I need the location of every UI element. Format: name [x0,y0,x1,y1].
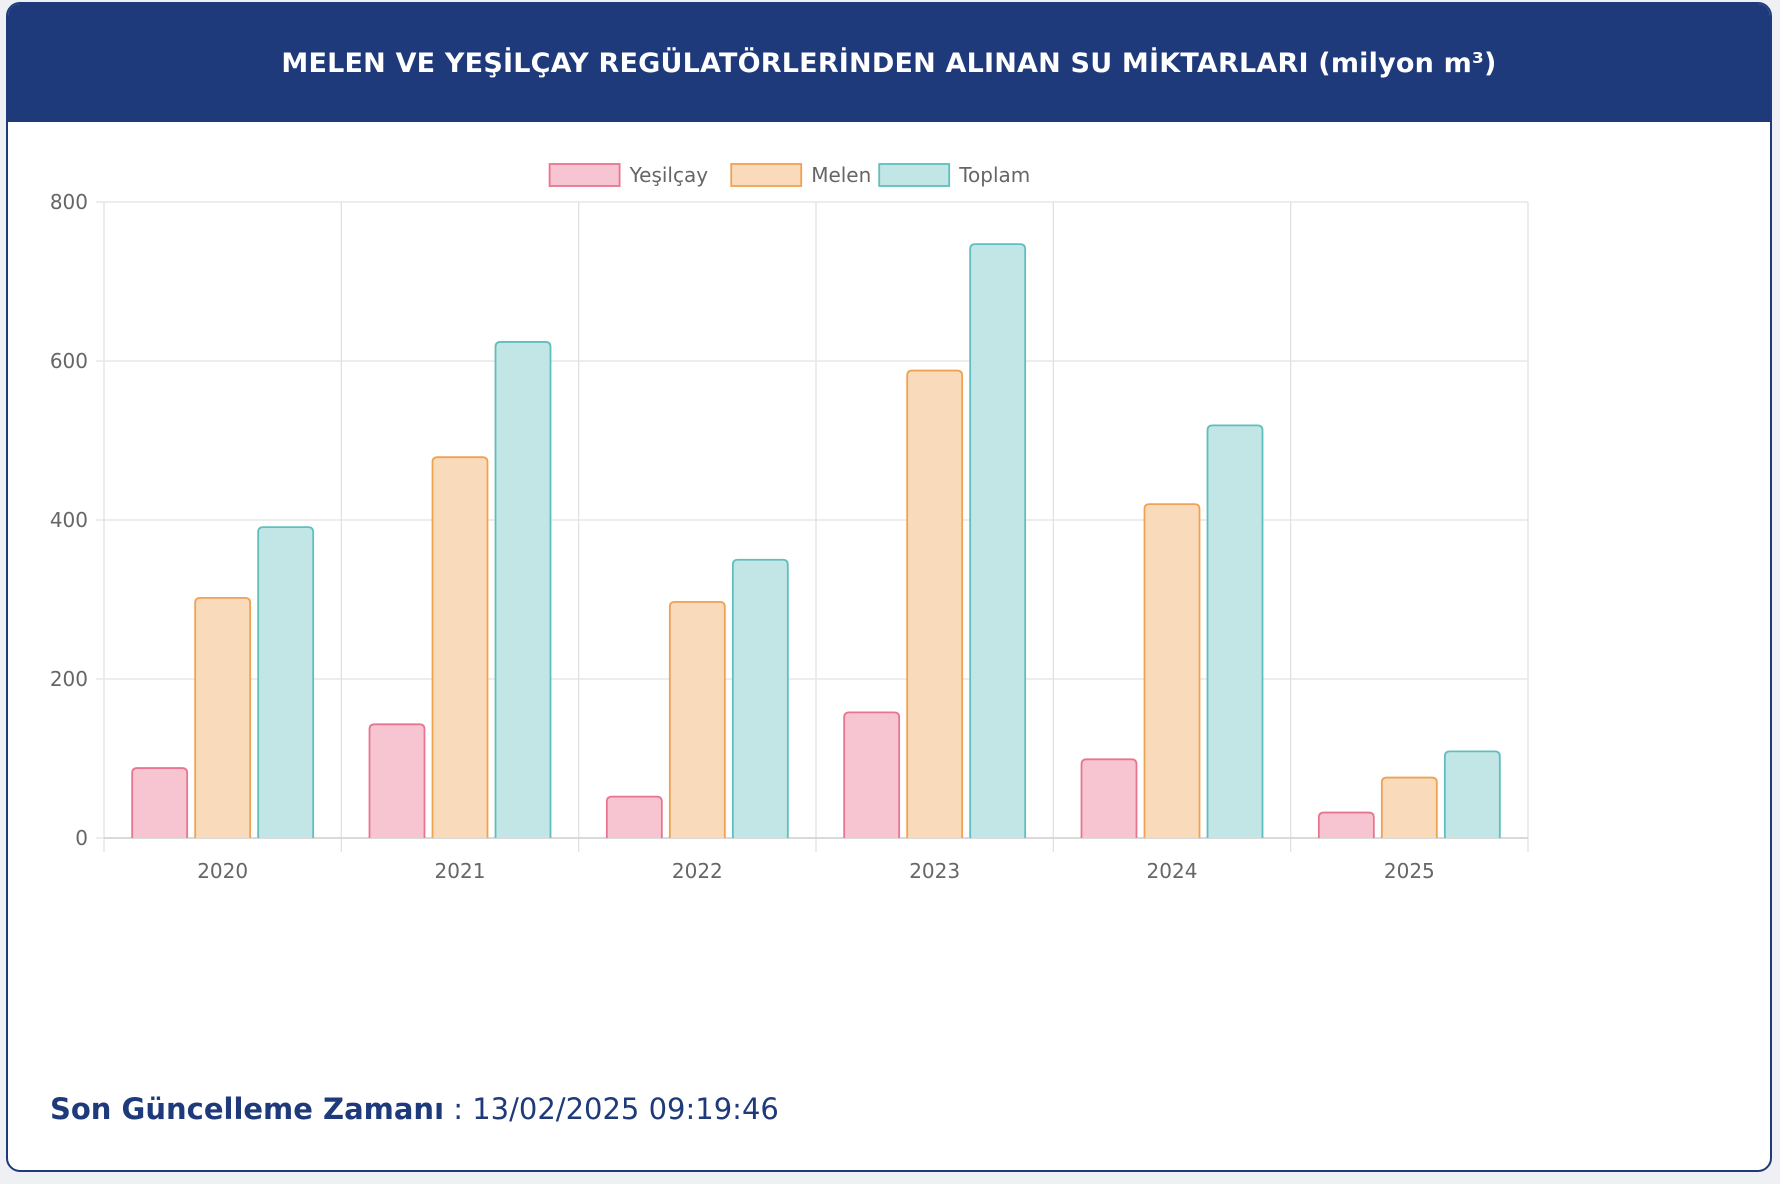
grid-lines [96,201,1529,852]
legend-label[interactable]: Toplam [958,163,1030,187]
bar-ye-il-ay-2020[interactable] [131,767,189,838]
bar-melen-2022[interactable] [668,600,726,838]
bar-ye-il-ay-2023[interactable] [843,711,901,838]
x-tick-label: 2021 [435,859,486,883]
bar-melen-2024[interactable] [1143,503,1201,838]
last-update-label: Son Güncelleme Zamanı [50,1092,445,1126]
bar-toplam-2021[interactable] [494,341,552,838]
bar-toplam-2024[interactable] [1206,424,1264,838]
bar-melen-2020[interactable] [194,597,252,838]
last-update: Son Güncelleme Zamanı : 13/02/2025 09:19… [50,1092,779,1126]
bar-ye-il-ay-2022[interactable] [605,795,663,838]
x-axis: 2020 2021 2022 2023 2024 2025 [197,859,1435,883]
chart-legend: Yeşilçay Melen Toplam [548,163,1030,187]
bar-melen-2025[interactable] [1380,776,1438,838]
bar-melen-2023[interactable] [906,369,964,838]
x-tick-label: 2020 [197,859,248,883]
y-tick-label: 200 [50,667,88,691]
last-update-separator: : [444,1092,473,1126]
x-tick-label: 2023 [909,859,960,883]
bar-toplam-2025[interactable] [1443,750,1501,838]
y-tick-label: 800 [50,190,88,214]
bar-toplam-2020[interactable] [257,526,315,838]
legend-swatch[interactable] [548,163,621,187]
last-update-value: 13/02/2025 09:19:46 [472,1092,779,1126]
y-tick-label: 400 [50,508,88,532]
bar-melen-2021[interactable] [431,456,489,838]
bar-toplam-2022[interactable] [731,558,789,838]
y-tick-label: 600 [50,349,88,373]
bars [131,243,1501,838]
x-tick-label: 2022 [672,859,723,883]
chart-area: Yeşilçay Melen Toplam 0 200 400 600 800 2020 20… [8,122,1770,1052]
chart-title: MELEN VE YEŞİLÇAY REGÜLATÖRLERİNDEN ALIN… [8,4,1770,122]
chart-card: MELEN VE YEŞİLÇAY REGÜLATÖRLERİNDEN ALIN… [6,2,1772,1172]
legend-label[interactable]: Melen [811,163,871,187]
bar-ye-il-ay-2024[interactable] [1080,758,1138,838]
bar-ye-il-ay-2025[interactable] [1317,811,1375,838]
bar-ye-il-ay-2021[interactable] [368,723,426,838]
bar-toplam-2023[interactable] [969,243,1027,838]
y-tick-label: 0 [75,826,88,850]
legend-label[interactable]: Yeşilçay [629,163,709,187]
x-tick-label: 2024 [1147,859,1198,883]
legend-swatch[interactable] [730,163,803,187]
legend-swatch[interactable] [878,163,951,187]
y-axis: 0 200 400 600 800 [50,190,88,850]
x-tick-label: 2025 [1384,859,1435,883]
